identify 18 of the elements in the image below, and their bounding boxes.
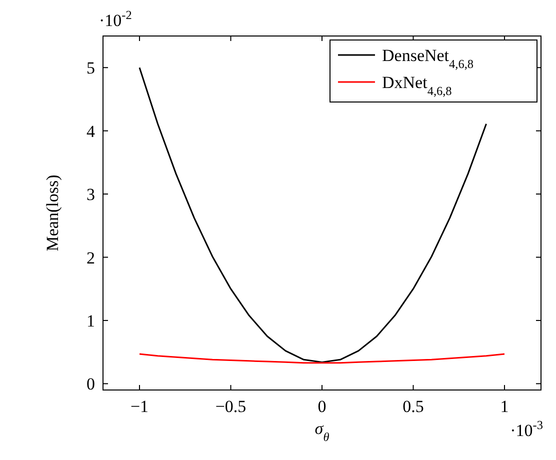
legend-label: DenseNet$_{4,6,8}$ <box>382 46 474 71</box>
x-tick-label: 0.5 <box>402 397 424 416</box>
y-tick-label: 2 <box>86 248 95 268</box>
text: ·10$^{-3}$ <box>510 418 543 440</box>
text: ·10$^{-2}$ <box>99 8 132 30</box>
line-series <box>138 353 506 364</box>
y-tick-label: 3 <box>86 185 95 204</box>
x-tick-label: 0 <box>318 397 326 416</box>
x-tick-label: −0.5 <box>215 397 246 416</box>
y-axis-title: Mean(loss) <box>43 174 62 252</box>
y-tick-label: 5 <box>86 58 95 78</box>
y-tick-label: 1 <box>86 311 95 330</box>
x-tick-label: 1 <box>500 397 509 416</box>
x-axis-title: σ$_{θ}$ <box>314 419 330 444</box>
legend-label: DxNet$_{4,6,8}$ <box>382 73 452 98</box>
y-tick-label: 0 <box>86 374 95 394</box>
y-tick-label: 4 <box>86 122 96 141</box>
x-tick-label: −1 <box>130 397 149 416</box>
